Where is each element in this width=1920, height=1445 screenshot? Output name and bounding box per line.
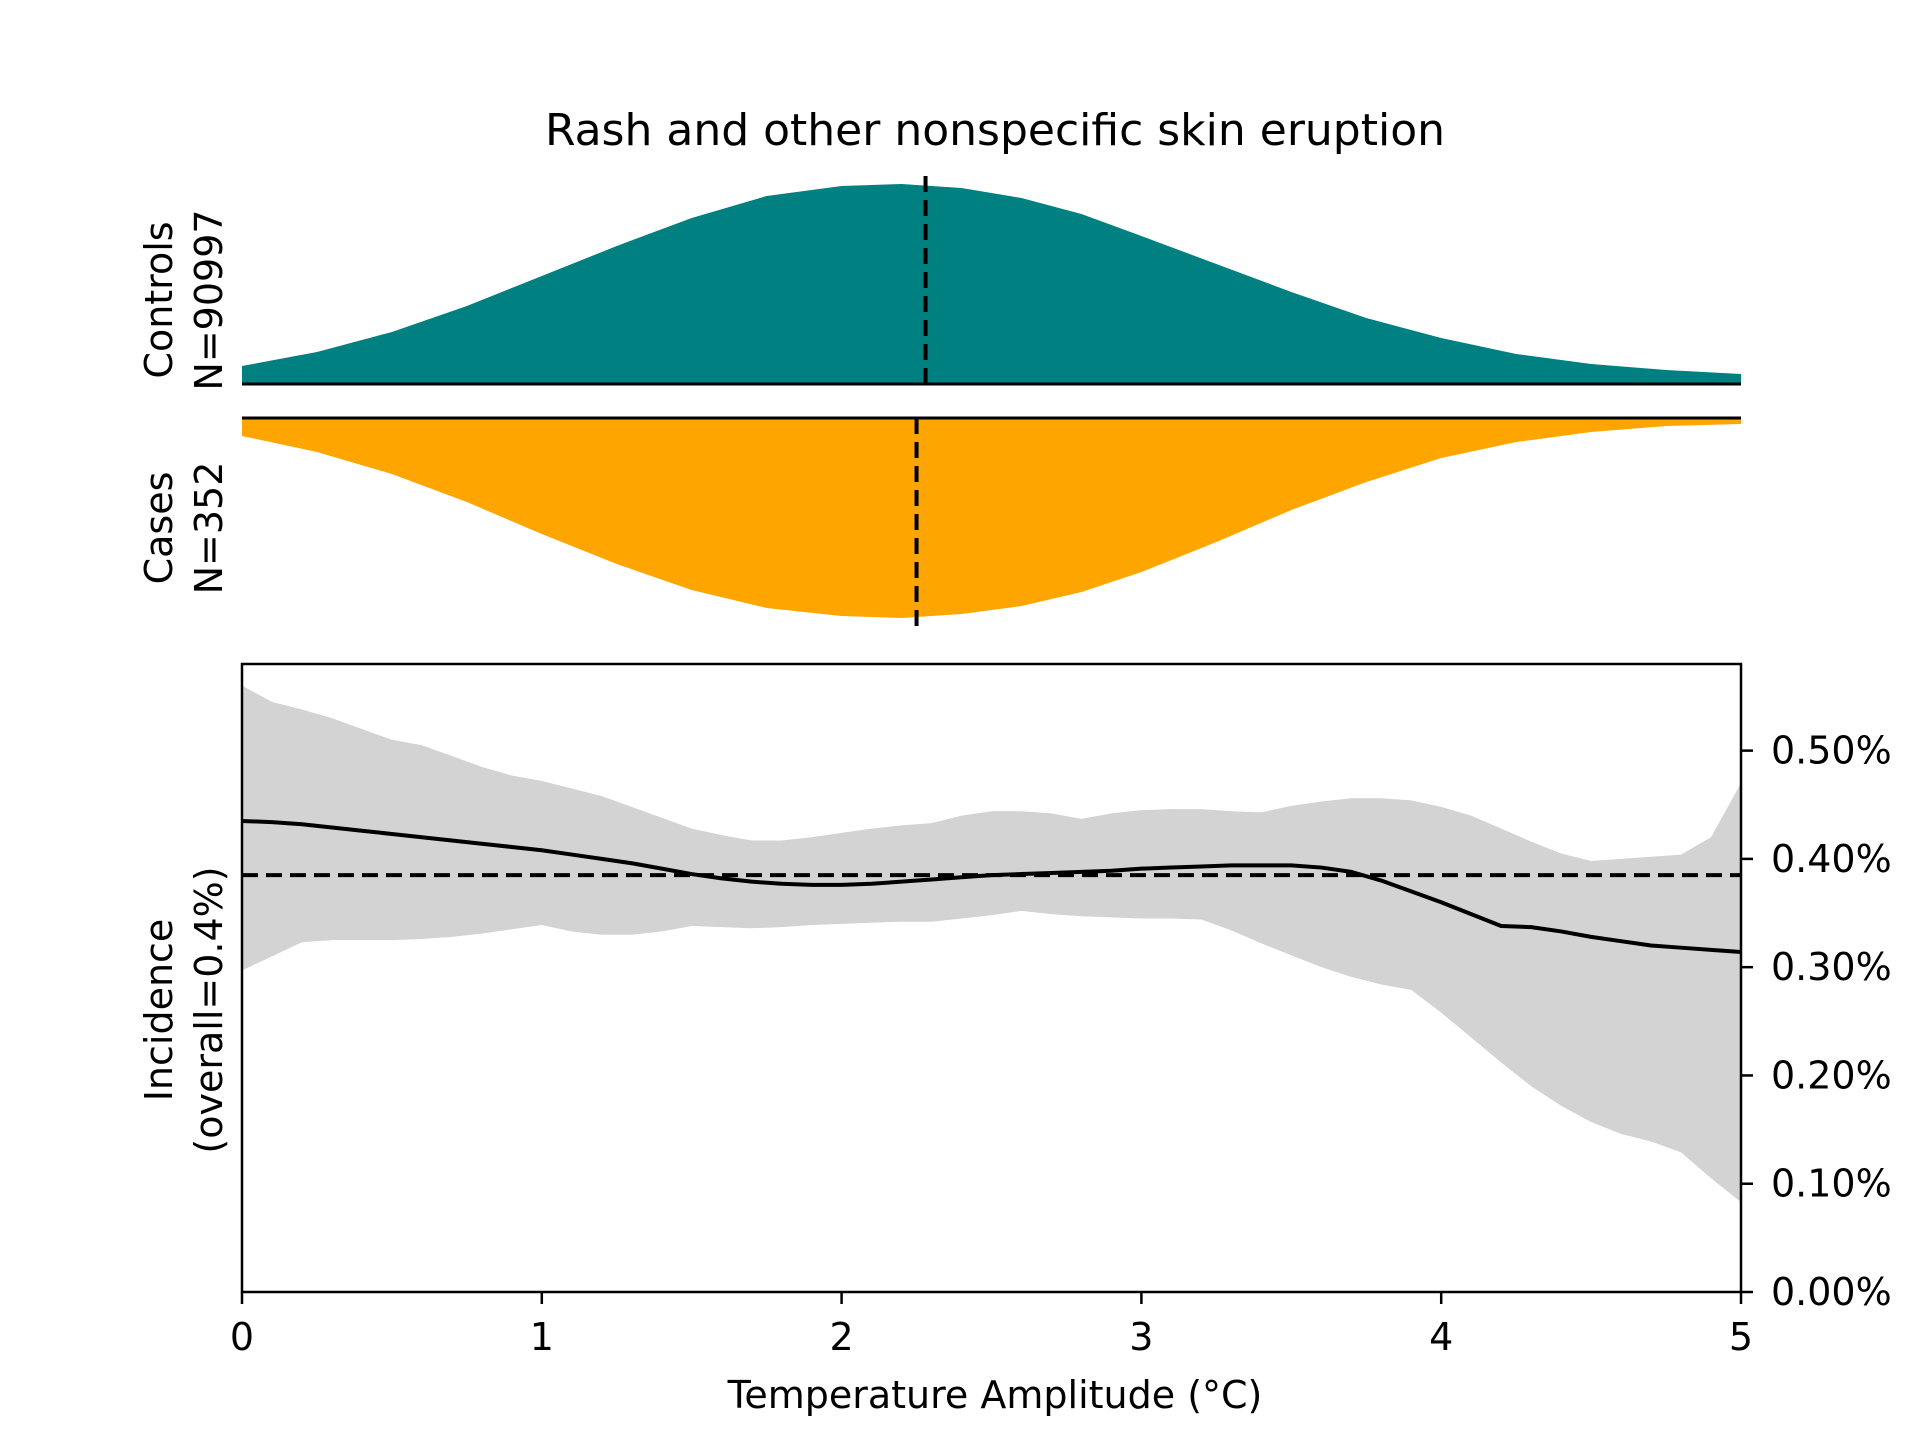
cases-label: Cases xyxy=(137,472,181,585)
y-tick-label: 0.20% xyxy=(1771,1053,1892,1097)
x-tick-label: 3 xyxy=(1129,1315,1153,1359)
controls-density-panel xyxy=(242,176,1741,386)
y-tick-label: 0.30% xyxy=(1771,945,1892,989)
y-tick-label: 0.10% xyxy=(1771,1162,1892,1206)
y-tick-label: 0.40% xyxy=(1771,837,1892,881)
incidence-panel: 0 1 2 3 4 5 0.00% 0.10% 0.20% 0.30% 0.40% 0.50% xyxy=(230,662,1892,1359)
controls-label: Controls xyxy=(137,221,181,378)
x-tick-label: 0 xyxy=(230,1315,254,1359)
y-axis-ticks: 0.00% 0.10% 0.20% 0.30% 0.40% 0.50% xyxy=(1741,729,1892,1314)
y-tick-label: 0.50% xyxy=(1771,729,1892,773)
incidence-confidence-band xyxy=(242,685,1741,1203)
chart-title: Rash and other nonspecific skin eruption xyxy=(545,105,1445,156)
x-tick-label: 2 xyxy=(830,1315,854,1359)
y-axis-label-overall: (overall=0.4%) xyxy=(187,866,231,1153)
y-axis-label: Incidence xyxy=(137,919,181,1102)
x-tick-label: 5 xyxy=(1729,1315,1753,1359)
cases-n-label: N=352 xyxy=(187,462,231,595)
x-axis-label: Temperature Amplitude (°C) xyxy=(727,1373,1263,1417)
y-tick-label: 0.00% xyxy=(1771,1270,1892,1314)
incidence-axes-frame xyxy=(240,662,1743,1294)
x-tick-label: 1 xyxy=(530,1315,554,1359)
cases-density-panel xyxy=(242,416,1741,626)
x-axis-ticks: 0 1 2 3 4 5 xyxy=(230,1292,1753,1359)
cases-density-area xyxy=(242,418,1741,618)
controls-n-label: N=90997 xyxy=(187,209,231,390)
controls-density-area xyxy=(242,184,1741,384)
x-tick-label: 4 xyxy=(1429,1315,1453,1359)
